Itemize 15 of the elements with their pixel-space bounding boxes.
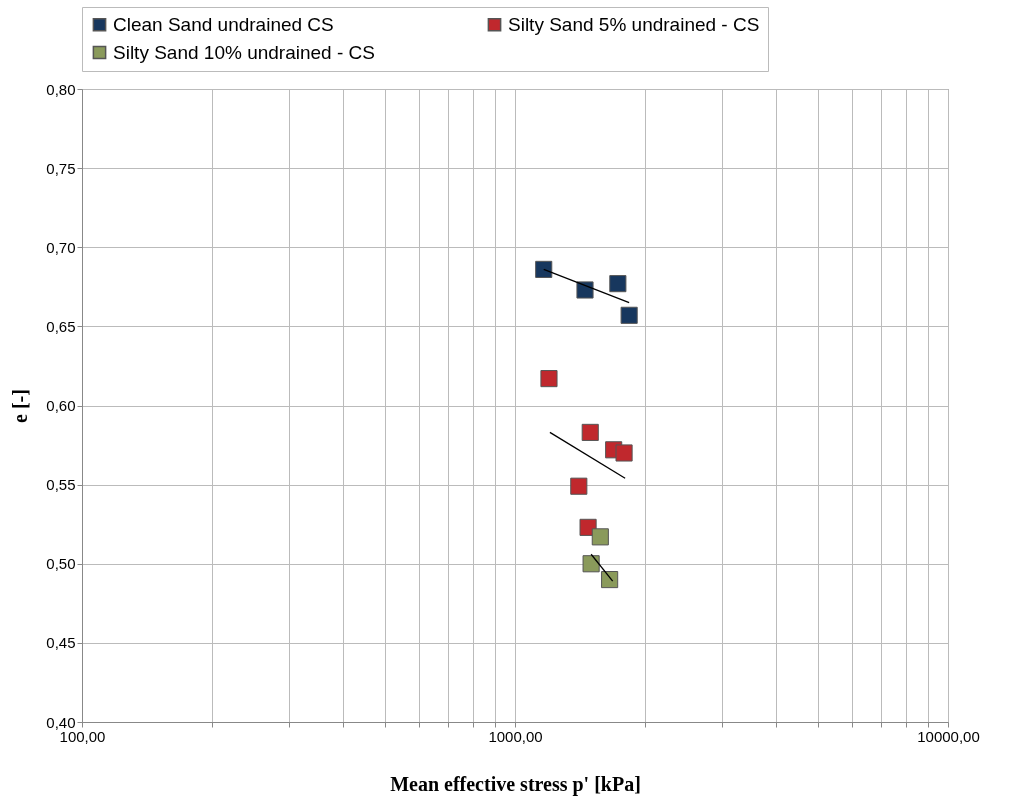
- y-tick-label: 0,60: [46, 397, 76, 414]
- y-tick-label: 0,80: [46, 80, 76, 98]
- x-tick-label: 1000,00: [488, 727, 543, 745]
- legend-label: Clean Sand undrained CS: [113, 13, 334, 35]
- x-axis-title: Mean effective stress p' [kPa]: [390, 772, 641, 796]
- y-tick-label: 0,75: [46, 159, 76, 177]
- y-tick-label: 0,50: [46, 555, 76, 573]
- y-tick-label: 0,55: [46, 476, 76, 494]
- y-tick-label: 0,70: [46, 238, 76, 256]
- legend-label: Silty Sand 5% undrained - CS: [508, 13, 760, 35]
- y-axis-title: e [-]: [9, 389, 32, 423]
- x-tick-label: 10000,00: [917, 727, 980, 745]
- legend-label: Silty Sand 10% undrained - CS: [113, 41, 375, 63]
- y-tick-label: 0,45: [46, 634, 76, 652]
- y-tick-label: 0,65: [46, 317, 76, 335]
